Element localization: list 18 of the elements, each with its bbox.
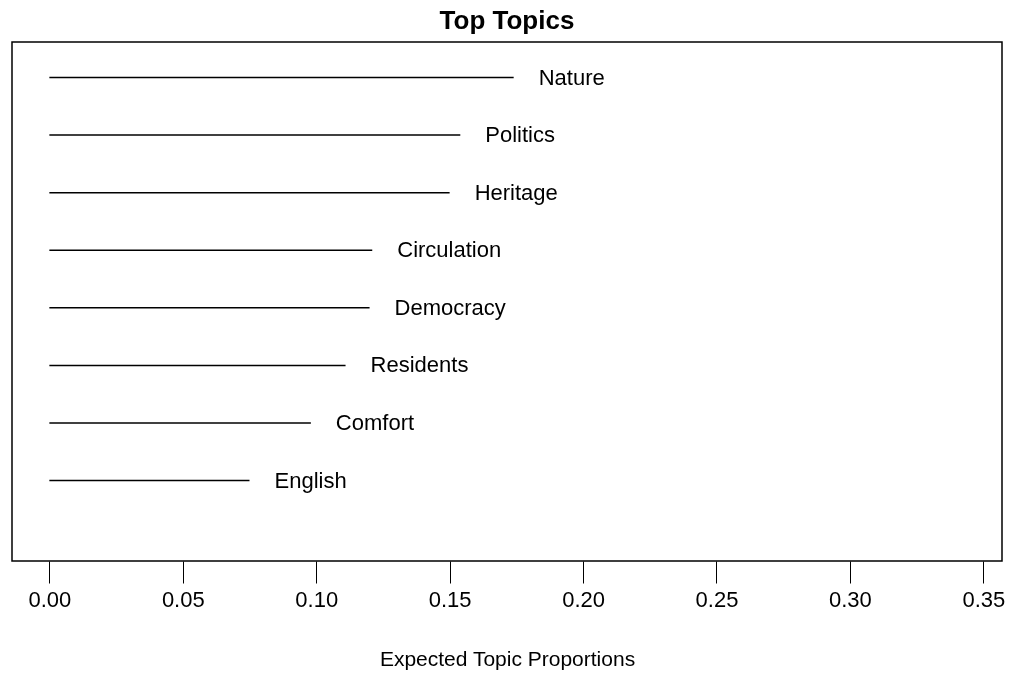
x-tick-label: 0.20 [562, 586, 605, 612]
x-tick-label: 0.00 [28, 586, 72, 612]
x-tick-label: 0.30 [828, 586, 872, 612]
x-tick-label: 0.35 [962, 586, 1006, 612]
y-tick-label: English [274, 467, 347, 493]
y-tick-label: Residents [370, 352, 469, 378]
x-axis-title: Expected Topic Proportions [379, 646, 636, 670]
y-tick-label: Democracy [394, 294, 506, 320]
y-tick-label: Heritage [474, 179, 558, 205]
x-tick-label: 0.25 [695, 586, 739, 612]
x-tick-label: 0.05 [161, 586, 205, 612]
x-tick-label: 0.15 [428, 586, 472, 612]
y-tick-label: Comfort [335, 409, 415, 435]
y-tick-label: Politics [485, 122, 555, 148]
y-tick-label: Nature [538, 64, 605, 90]
x-tick-label: 0.10 [295, 586, 339, 612]
y-tick-label: Circulation [397, 237, 502, 263]
chart-title: Top Topics [439, 5, 575, 35]
